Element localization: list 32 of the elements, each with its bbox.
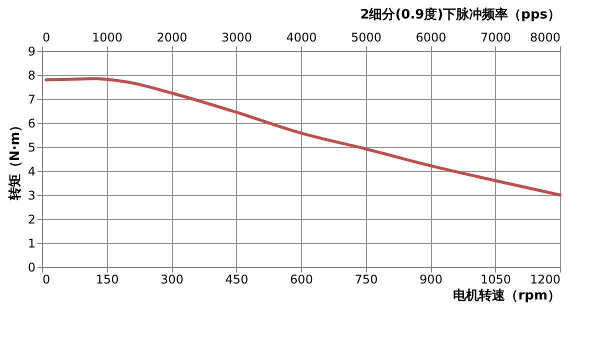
y-tick-label: 1 [28,236,36,250]
x2-tick-label: 2000 [156,30,188,44]
x2-tick-label: 3000 [221,30,252,44]
y-tick-label: 0 [28,260,36,274]
y-tick-label: 6 [28,116,36,130]
y-tick-label: 4 [28,164,36,178]
x-tick-label: 1050 [480,272,512,286]
x2-tick-label: 0 [42,30,50,44]
x2-tick-label: 5000 [350,30,382,44]
y-tick-label: 9 [28,44,36,58]
x-tick-label: 0 [42,272,50,286]
x-axis-title: 电机转速（rpm） [453,288,560,304]
x-tick-label: 300 [160,272,184,286]
x2-tick-label: 7000 [480,30,512,44]
x2-tick-label: 6000 [416,30,446,44]
x2-tick-label: 8000 [530,30,560,44]
y-axis-title: 转矩（N·m） [8,118,23,202]
x2-tick-label: 4000 [286,30,317,44]
y-tick-label: 8 [28,68,36,82]
y-tick-label: 2 [28,212,36,226]
x-tick-label: 150 [96,272,119,286]
y-tick-label: 5 [28,140,36,154]
x-tick-label: 600 [290,272,313,286]
x-tick-label: 450 [225,272,248,286]
y-tick-label: 7 [28,92,36,106]
x2-tick-label: 1000 [92,30,123,44]
line-series [44,77,562,196]
x-tick-label: 750 [354,272,378,286]
x-tick-label: 1200 [530,272,560,286]
x-tick-label: 900 [420,272,442,286]
y-tick-label: 3 [28,188,36,202]
x2-axis-title: 2细分(0.9度)下脉冲频率（pps） [360,6,560,22]
